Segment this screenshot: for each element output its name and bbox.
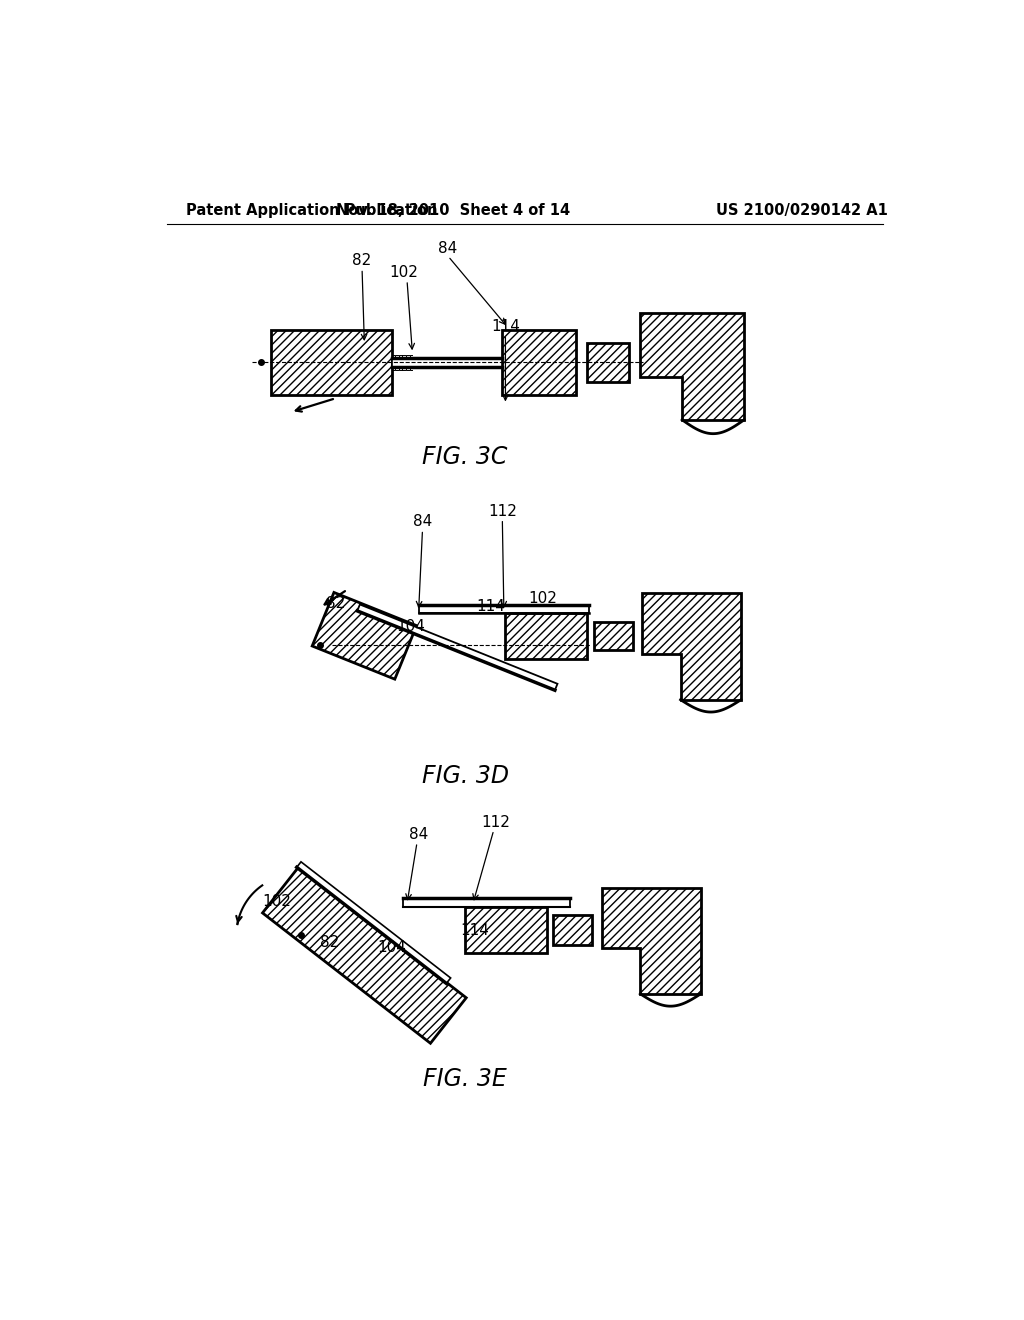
Polygon shape <box>640 313 744 420</box>
Polygon shape <box>642 594 741 700</box>
Bar <box>419 605 589 614</box>
Polygon shape <box>357 605 557 690</box>
Bar <box>403 899 569 907</box>
Text: 114: 114 <box>490 318 520 334</box>
Text: 82: 82 <box>326 595 345 611</box>
Text: 104: 104 <box>396 619 425 634</box>
Text: 82: 82 <box>352 253 372 268</box>
Bar <box>506 614 587 659</box>
Polygon shape <box>312 593 417 680</box>
Text: 104: 104 <box>377 940 406 956</box>
Text: 84: 84 <box>409 826 428 842</box>
Bar <box>594 622 633 651</box>
Bar <box>391 358 503 367</box>
Bar <box>587 343 630 381</box>
Text: 102: 102 <box>262 894 291 909</box>
Bar <box>465 907 547 953</box>
Text: FIG. 3E: FIG. 3E <box>423 1067 507 1090</box>
Text: US 2100/0290142 A1: US 2100/0290142 A1 <box>717 203 888 218</box>
Text: FIG. 3C: FIG. 3C <box>423 445 508 469</box>
Polygon shape <box>601 887 700 994</box>
Text: 112: 112 <box>487 503 517 519</box>
Text: 82: 82 <box>319 935 339 950</box>
Text: 102: 102 <box>528 591 557 606</box>
Text: 114: 114 <box>460 923 488 939</box>
Polygon shape <box>262 867 466 1043</box>
Bar <box>554 915 592 945</box>
Text: FIG. 3D: FIG. 3D <box>422 764 509 788</box>
Polygon shape <box>297 862 451 983</box>
Text: Nov. 18, 2010  Sheet 4 of 14: Nov. 18, 2010 Sheet 4 of 14 <box>337 203 570 218</box>
Text: 102: 102 <box>389 265 419 280</box>
Text: Patent Application Publication: Patent Application Publication <box>186 203 437 218</box>
Bar <box>271 330 391 395</box>
Text: 114: 114 <box>476 599 505 614</box>
Text: 84: 84 <box>413 515 432 529</box>
Text: 84: 84 <box>438 242 458 256</box>
Text: 112: 112 <box>481 814 511 830</box>
Bar <box>503 330 575 395</box>
